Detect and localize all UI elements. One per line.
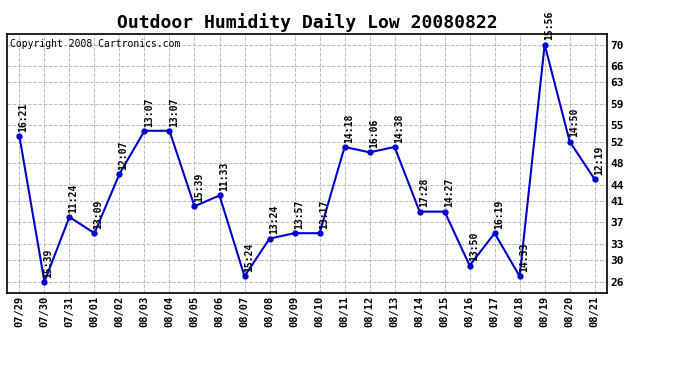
Text: 15:56: 15:56 [544, 11, 554, 40]
Title: Outdoor Humidity Daily Low 20080822: Outdoor Humidity Daily Low 20080822 [117, 13, 497, 32]
Text: 15:24: 15:24 [244, 243, 254, 272]
Text: 14:38: 14:38 [394, 113, 404, 143]
Text: 13:50: 13:50 [469, 232, 479, 261]
Text: 16:06: 16:06 [368, 119, 379, 148]
Text: 11:33: 11:33 [219, 162, 228, 191]
Text: Copyright 2008 Cartronics.com: Copyright 2008 Cartronics.com [10, 39, 180, 49]
Text: 14:18: 14:18 [344, 113, 354, 143]
Text: 12:19: 12:19 [594, 146, 604, 175]
Text: 13:24: 13:24 [268, 205, 279, 234]
Text: 13:07: 13:07 [168, 97, 179, 127]
Text: 13:17: 13:17 [319, 200, 328, 229]
Text: 13:09: 13:09 [94, 200, 104, 229]
Text: 14:50: 14:50 [569, 108, 579, 137]
Text: 16:21: 16:21 [19, 103, 28, 132]
Text: 12:07: 12:07 [119, 140, 128, 170]
Text: 11:24: 11:24 [68, 183, 79, 213]
Text: 16:19: 16:19 [494, 200, 504, 229]
Text: 17:28: 17:28 [419, 178, 428, 207]
Text: 13:57: 13:57 [294, 200, 304, 229]
Text: 13:07: 13:07 [144, 97, 154, 127]
Text: 14:33: 14:33 [519, 243, 529, 272]
Text: 14:27: 14:27 [444, 178, 454, 207]
Text: 15:39: 15:39 [43, 248, 54, 278]
Text: 15:39: 15:39 [194, 173, 204, 202]
